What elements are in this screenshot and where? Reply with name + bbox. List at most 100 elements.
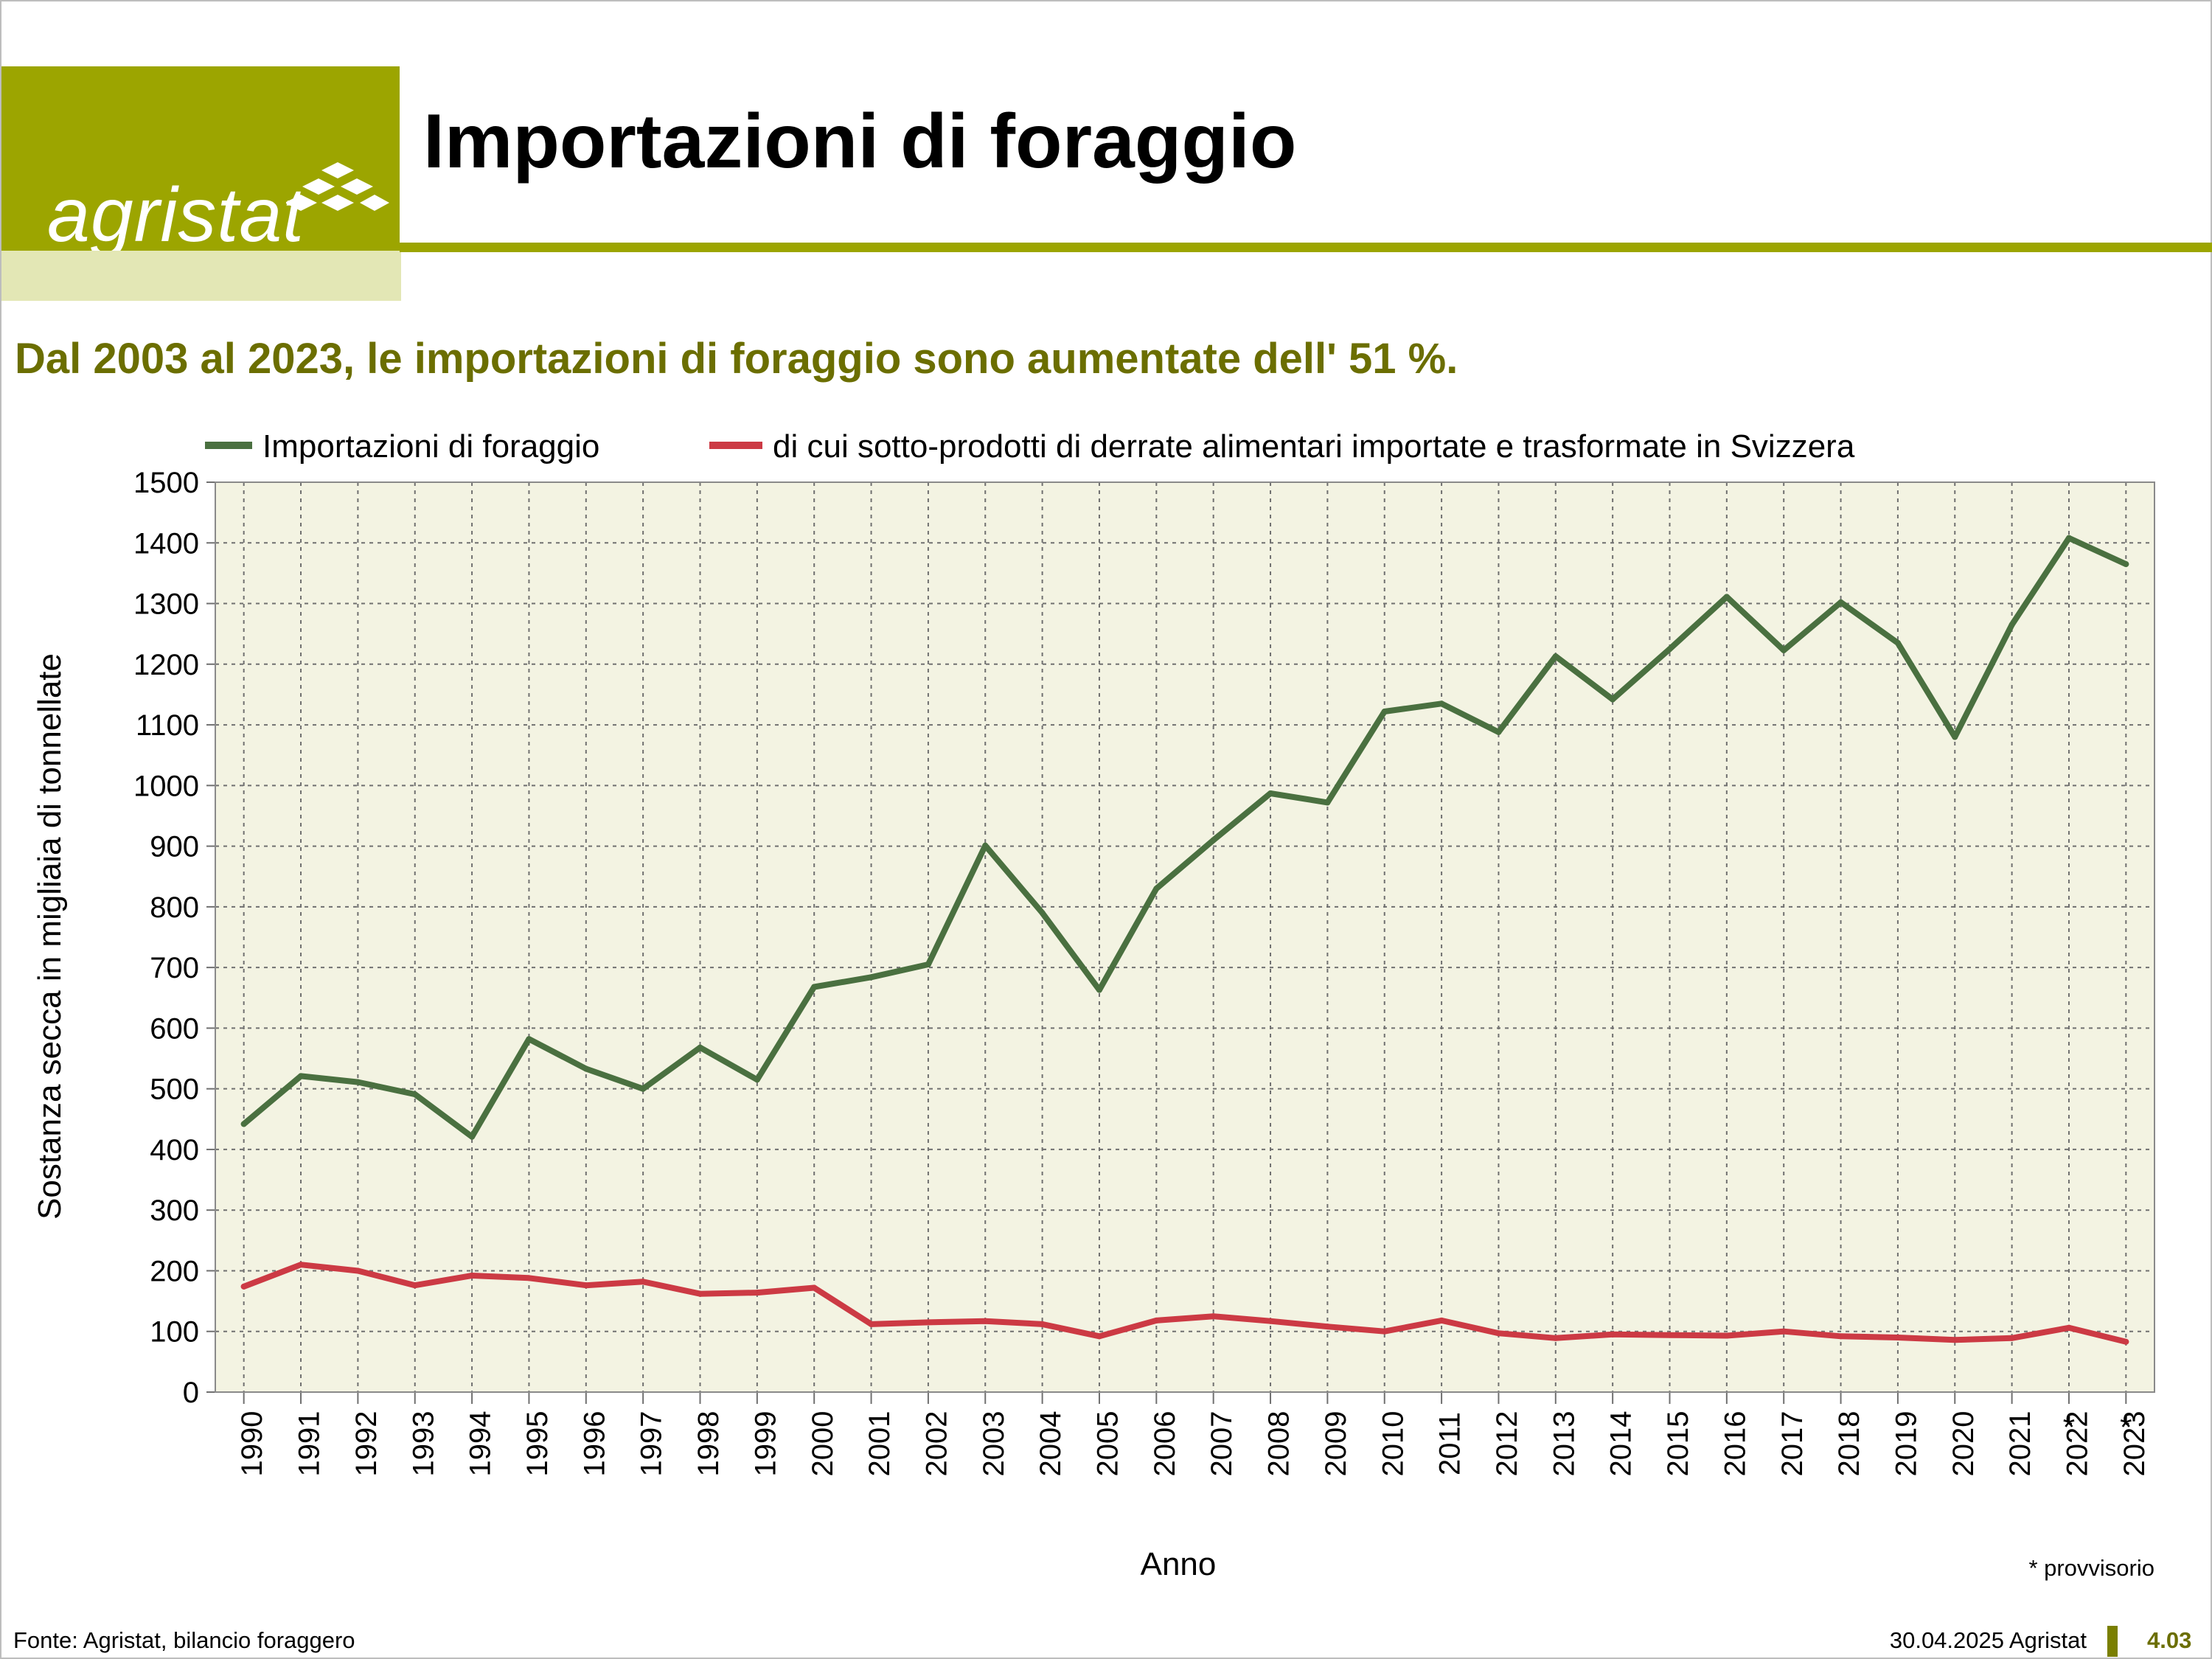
- y-tick-label: 400: [150, 1134, 199, 1166]
- x-tick-label: 1991: [293, 1411, 326, 1477]
- x-axis-title: Anno: [1141, 1546, 1217, 1582]
- y-axis-title: Sostanza secca in migliaia di tonnellate: [32, 653, 68, 1220]
- x-tick-label: 2016: [1719, 1411, 1751, 1477]
- header-rule: [400, 243, 2212, 252]
- x-tick-label: 1995: [521, 1411, 554, 1477]
- x-tick-label: 2023: [2118, 1411, 2151, 1477]
- data-point: [1894, 640, 1901, 647]
- data-point: [697, 1044, 703, 1051]
- data-point: [982, 842, 989, 849]
- data-point: [355, 1267, 361, 1274]
- data-point: [1381, 708, 1388, 714]
- data-point: [240, 1283, 247, 1290]
- data-point: [925, 1319, 931, 1326]
- data-point: [1837, 599, 1844, 605]
- x-tick-label: 2007: [1206, 1411, 1238, 1477]
- x-tick-label: 1999: [749, 1411, 782, 1477]
- data-point: [1610, 696, 1616, 703]
- data-point: [811, 984, 818, 990]
- data-point: [1952, 1337, 1958, 1343]
- x-tick-label: 1997: [636, 1411, 668, 1477]
- series-line-1: [240, 535, 2129, 1140]
- data-point: [526, 1036, 532, 1043]
- logo-underband: [1, 251, 401, 301]
- provisional-marker: *: [2120, 1410, 2132, 1444]
- x-tick-label: 2022: [2062, 1411, 2094, 1477]
- data-point: [2065, 535, 2072, 541]
- x-tick-label: 2017: [1776, 1411, 1809, 1477]
- data-point: [582, 1282, 589, 1289]
- x-tick-label: 2010: [1377, 1411, 1409, 1477]
- data-point: [1324, 1324, 1331, 1330]
- data-point: [1552, 653, 1559, 660]
- y-tick-label: 1300: [133, 588, 199, 621]
- data-point: [1781, 1328, 1787, 1335]
- data-point: [640, 1085, 647, 1092]
- data-point: [1267, 790, 1274, 797]
- x-tick-label: 2019: [1890, 1411, 1922, 1477]
- x-tick-label: 2008: [1263, 1411, 1295, 1477]
- x-tick-label: 2020: [1947, 1411, 1980, 1477]
- data-point: [1723, 594, 1730, 600]
- footer-page-number: 4.03: [2147, 1627, 2192, 1653]
- data-point: [1952, 734, 1958, 740]
- data-point: [411, 1091, 418, 1098]
- data-point: [754, 1077, 760, 1083]
- x-tick-label: 2004: [1034, 1411, 1067, 1477]
- line-chart: 0 100 200 300 400 500 600 700 800 900 1000 1100 1200…: [32, 428, 2155, 1582]
- data-point: [1666, 1332, 1673, 1338]
- x-tick-label: 2005: [1092, 1411, 1124, 1477]
- x-tick-label: 1993: [407, 1411, 439, 1477]
- data-point: [2065, 1324, 2072, 1331]
- data-point: [582, 1065, 589, 1072]
- data-point: [697, 1290, 703, 1297]
- data-point: [411, 1282, 418, 1289]
- y-tick-label: 1200: [133, 649, 199, 681]
- x-tick-label: 2012: [1491, 1411, 1523, 1477]
- footer-divider: [2107, 1626, 2118, 1657]
- data-point: [298, 1262, 305, 1268]
- logo-diamond-icon: [286, 162, 389, 211]
- data-point: [1210, 1313, 1217, 1320]
- x-tick-label: 2006: [1149, 1411, 1181, 1477]
- provisional-note: * provvisorio: [2028, 1555, 2154, 1581]
- data-point: [868, 974, 874, 981]
- x-tick-label: 2002: [920, 1411, 953, 1477]
- x-tick-label: 1990: [236, 1411, 268, 1477]
- data-point: [1781, 647, 1787, 653]
- footer-date: 30.04.2025 Agristat: [1889, 1627, 2087, 1653]
- page-title: Importazioni di foraggio: [423, 99, 1297, 184]
- x-tick-label: 2003: [978, 1411, 1010, 1477]
- data-point: [2008, 1335, 2015, 1341]
- x-tick-label: 2011: [1434, 1412, 1467, 1475]
- data-point: [1723, 1332, 1730, 1339]
- data-point: [1552, 1335, 1559, 1341]
- data-point: [469, 1273, 476, 1279]
- data-point: [1039, 910, 1046, 917]
- data-point: [1039, 1321, 1046, 1327]
- y-tick-label: 1400: [133, 527, 199, 560]
- y-tick-label: 200: [150, 1255, 199, 1287]
- data-point: [2008, 622, 2015, 628]
- data-point: [868, 1321, 874, 1327]
- data-point: [1267, 1318, 1274, 1324]
- logo-text: agristat: [47, 173, 305, 258]
- x-tick-label: 2013: [1548, 1411, 1580, 1477]
- y-tick-label: 600: [150, 1012, 199, 1045]
- y-tick-label: 300: [150, 1194, 199, 1227]
- x-tick-label: 2021: [2004, 1411, 2037, 1477]
- data-point: [1894, 1334, 1901, 1340]
- y-tick-label: 700: [150, 952, 199, 984]
- x-tick-label: 2001: [863, 1411, 896, 1477]
- data-point: [1153, 886, 1160, 892]
- data-point: [1439, 1317, 1445, 1324]
- data-point: [754, 1290, 760, 1296]
- y-tick-label: 500: [150, 1074, 199, 1106]
- x-tick-label: 1996: [578, 1411, 611, 1477]
- data-point: [469, 1133, 476, 1140]
- data-point: [2123, 561, 2129, 568]
- x-tick-label: 1992: [350, 1411, 383, 1477]
- data-point: [355, 1079, 361, 1085]
- data-point: [1666, 646, 1673, 653]
